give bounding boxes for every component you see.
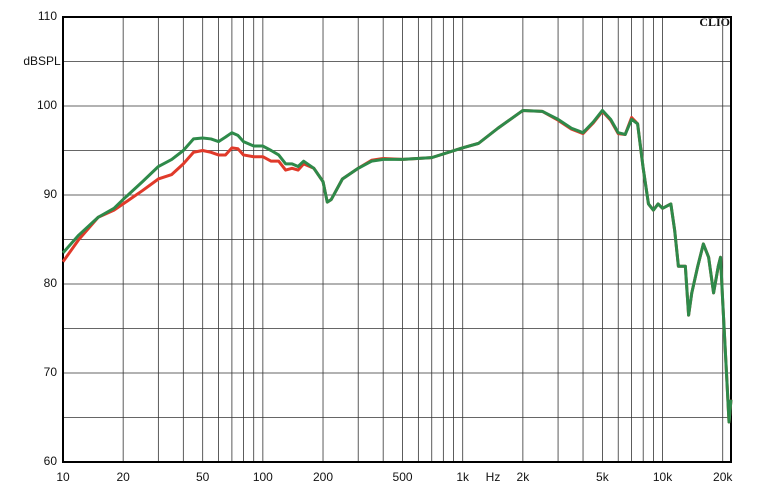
y-tick-label: 80 bbox=[44, 276, 58, 290]
x-tick-label: 5k bbox=[596, 470, 610, 484]
series-line bbox=[61, 108, 733, 424]
x-tick-label: 100 bbox=[253, 470, 273, 484]
x-tick-label: 50 bbox=[196, 470, 210, 484]
y-tick-label: 70 bbox=[44, 365, 58, 379]
x-axis-label: Hz bbox=[486, 470, 501, 484]
y-tick-label: 100 bbox=[37, 98, 57, 112]
x-tick-label: 10 bbox=[56, 470, 70, 484]
x-tick-label: 200 bbox=[313, 470, 333, 484]
plot-frame bbox=[62, 16, 732, 463]
series-line bbox=[61, 108, 733, 424]
y-tick-label: 90 bbox=[44, 187, 58, 201]
x-tick-label: 500 bbox=[393, 470, 413, 484]
x-tick-label: 10k bbox=[653, 470, 673, 484]
x-tick-label: 20k bbox=[713, 470, 733, 484]
x-tick-label: 1k bbox=[456, 470, 470, 484]
y-tick-label: 110 bbox=[38, 9, 57, 23]
y-axis-label: dBSPL bbox=[23, 54, 61, 68]
x-tick-label: 2k bbox=[517, 470, 531, 484]
x-tick-label: 20 bbox=[116, 470, 130, 484]
y-tick-label: 60 bbox=[44, 454, 58, 468]
